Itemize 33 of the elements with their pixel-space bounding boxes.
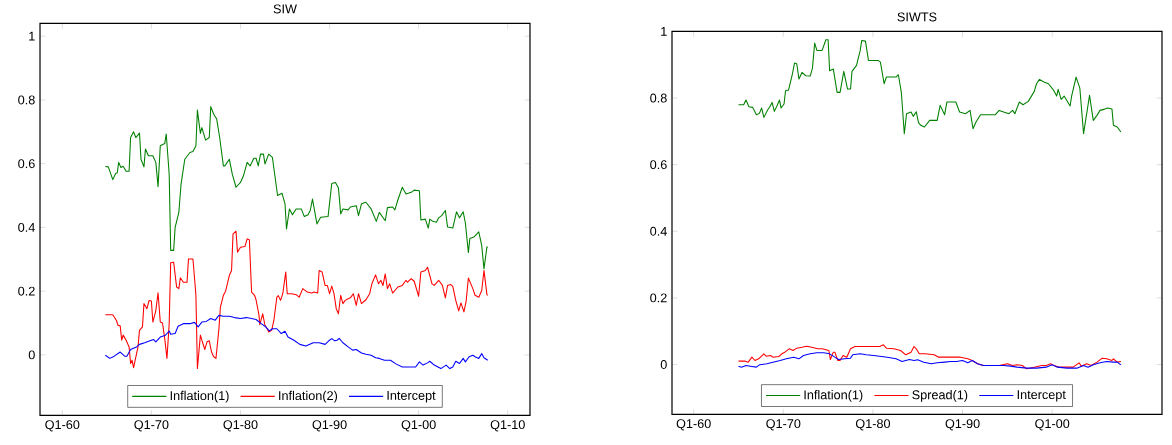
x-tick-label: Q1-80 [855, 418, 891, 431]
y-tick-label: 0 [660, 359, 667, 369]
y-tick-label: 0.2 [18, 286, 35, 296]
x-tick-label: Q1-60 [45, 419, 80, 432]
x-tick-label: Q1-80 [223, 419, 258, 432]
line-series [104, 230, 489, 369]
y-tick-label: 1 [29, 31, 35, 41]
x-tick-label: Q1-10 [490, 419, 525, 432]
x-tick-label: Q1-00 [1035, 418, 1070, 431]
chart-title: SIW [273, 4, 297, 14]
y-tick-label: 0.2 [650, 293, 667, 303]
x-tick-label: Q1-90 [312, 419, 347, 432]
legend-label: Spread(1) [912, 389, 968, 402]
legend-label: Intercept [387, 390, 436, 403]
y-tick-label: 0 [28, 350, 35, 360]
y-tick-label: 0.6 [650, 159, 667, 169]
y-tick-label: 1 [661, 26, 667, 36]
x-tick-label: Q1-70 [134, 419, 169, 432]
x-tick-label: Q1-70 [766, 418, 801, 431]
x-tick-label: Q1-00 [401, 419, 436, 432]
legend-label: Inflation(1) [170, 390, 229, 403]
chart-title: SIWTS [897, 12, 937, 22]
y-tick-label: 0.6 [18, 158, 35, 168]
line-series [104, 105, 489, 270]
y-tick-label: 0.8 [18, 95, 35, 105]
legend-label: Intercept [1017, 390, 1066, 402]
y-tick-label: 0.4 [18, 222, 35, 232]
y-tick-label: 0.4 [650, 226, 667, 236]
x-tick-label: Q1-90 [945, 418, 980, 431]
legend-label: Inflation(1) [804, 389, 863, 402]
x-tick-label: Q1-60 [676, 418, 711, 431]
y-tick-label: 0.8 [650, 93, 667, 103]
legend-label: Inflation(2) [279, 390, 338, 403]
